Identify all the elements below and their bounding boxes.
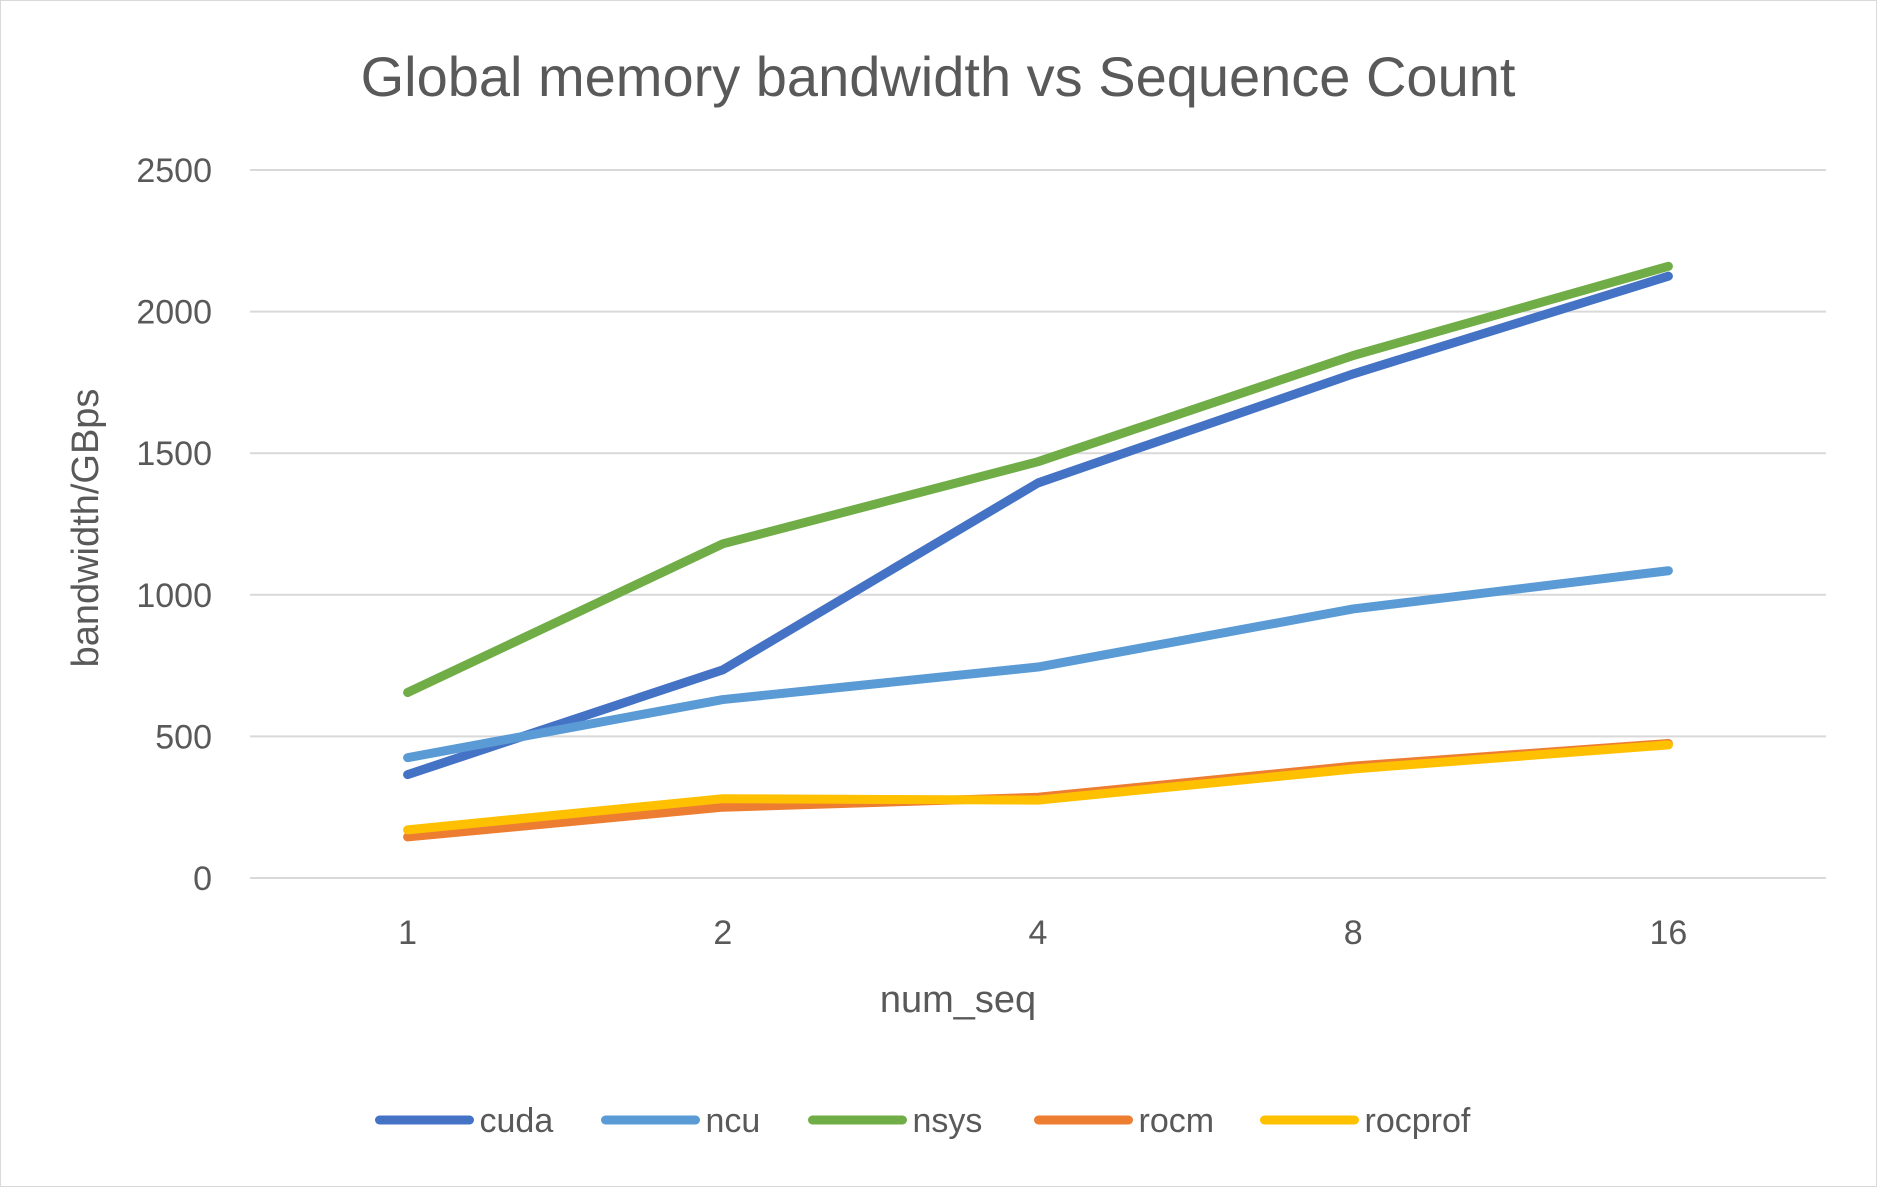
series-line-nsys (403, 261, 1673, 698)
x-tick-labels: 1 2 4 8 16 (398, 914, 1687, 952)
legend-item-rocprof: rocprof (1260, 1102, 1471, 1140)
legend-label: ncu (706, 1102, 761, 1140)
legend-item-nsys: nsys (808, 1102, 983, 1140)
series-line-cuda (403, 271, 1673, 780)
legend-label: rocm (1139, 1102, 1215, 1140)
y-tick-label: 500 (155, 718, 212, 756)
series-line-rocprof (403, 740, 1673, 835)
gridlines (250, 169, 1826, 879)
y-tick-label: 2500 (136, 152, 212, 190)
x-tick-label: 4 (1029, 914, 1048, 952)
x-tick-label: 16 (1649, 914, 1687, 952)
x-tick-label: 2 (713, 914, 732, 952)
series-lines (403, 261, 1673, 842)
x-tick-label: 8 (1344, 914, 1363, 952)
x-tick-label: 1 (398, 914, 417, 952)
legend-item-cuda: cuda (375, 1102, 554, 1140)
x-axis-title: num_seq (880, 979, 1036, 1021)
y-axis-title: bandwidth/GBps (65, 389, 107, 668)
series-line-ncu (403, 566, 1673, 763)
legend-item-rocm: rocm (1034, 1102, 1215, 1140)
legend-label: nsys (913, 1102, 983, 1140)
y-tick-labels: 0 500 1000 1500 2000 2500 (136, 152, 212, 898)
y-tick-label: 1500 (136, 435, 212, 473)
y-tick-label: 2000 (136, 294, 212, 332)
legend-label: rocprof (1365, 1102, 1471, 1140)
legend-label: cuda (480, 1102, 554, 1140)
y-tick-label: 1000 (136, 577, 212, 615)
legend-item-ncu: ncu (601, 1102, 761, 1140)
chart-title: Global memory bandwidth vs Sequence Coun… (361, 45, 1516, 108)
legend: cuda ncu nsys rocm rocprof (375, 1102, 1471, 1140)
y-tick-label: 0 (193, 860, 212, 898)
